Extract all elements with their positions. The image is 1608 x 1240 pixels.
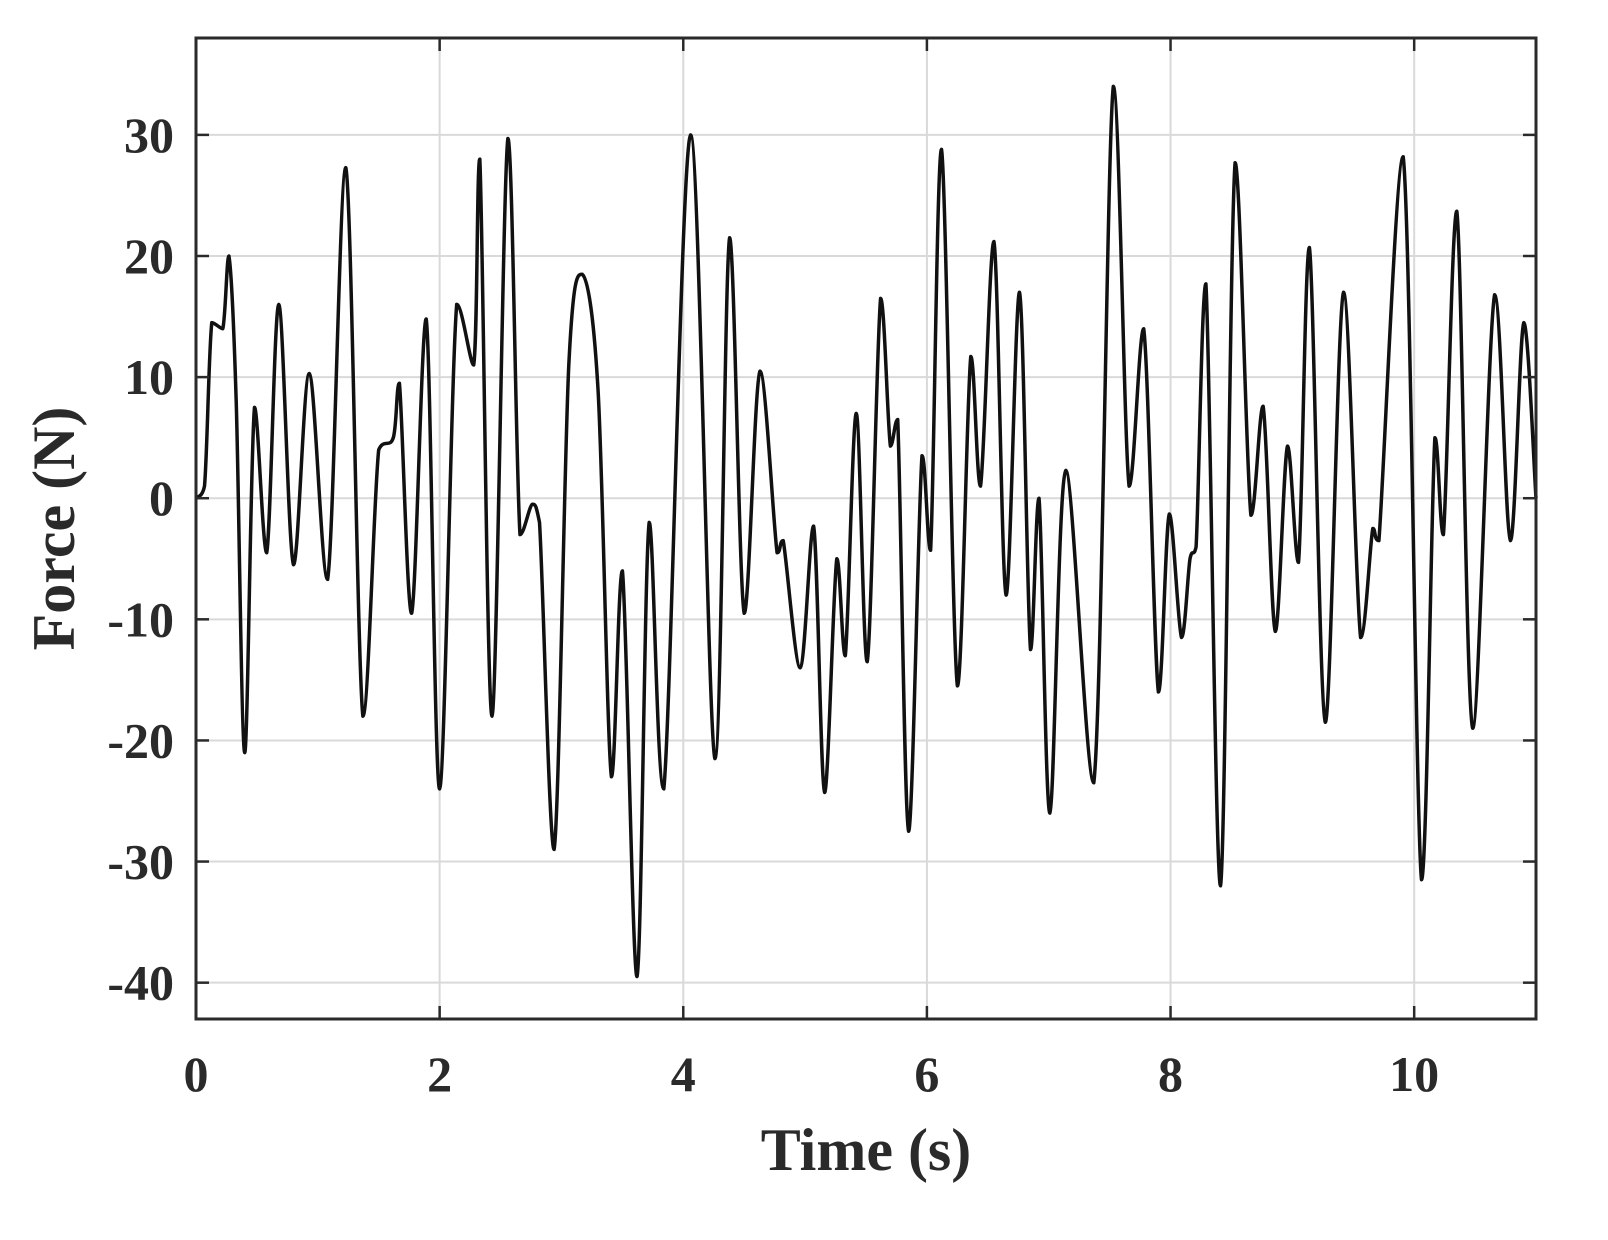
x-tick-label: 6 [914,1046,939,1102]
x-tick-label: 0 [184,1046,209,1102]
tick-labels: 0 2 4 6 8 10 -40 -30 -20 -10 0 10 20 30 [107,107,1439,1102]
y-tick-label: -10 [107,591,174,647]
x-axis-title: Time (s) [761,1117,972,1183]
y-tick-label: 20 [124,228,174,284]
tick-marks [194,38,1536,1019]
y-axis-title: Force (N) [21,407,87,651]
plot-line-layer [194,84,1538,979]
y-tick-label: -20 [107,712,174,768]
axes-frame [194,36,1538,1021]
y-tick-label: 0 [149,470,174,526]
x-tick-label: 8 [1158,1046,1183,1102]
x-tick-label: 4 [671,1046,696,1102]
y-tick-label: 10 [124,349,174,405]
plot-box [194,36,1538,1021]
force-series-line [194,84,1538,979]
x-tick-label: 2 [427,1046,452,1102]
y-tick-label: -30 [107,834,174,890]
x-tick-label: 10 [1389,1046,1439,1102]
y-tick-label: -40 [107,955,174,1011]
y-tick-label: 30 [124,107,174,163]
